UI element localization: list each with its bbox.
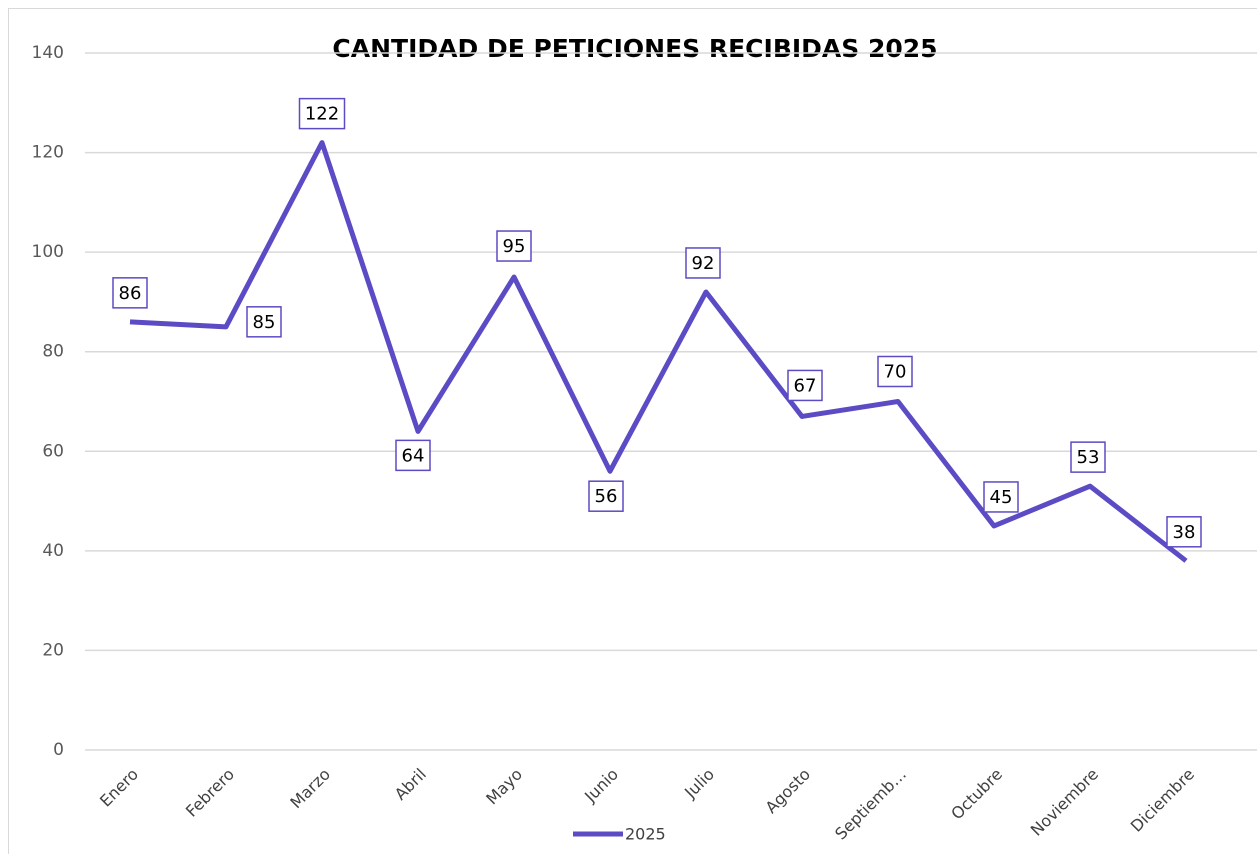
data-label: 53 bbox=[1070, 441, 1106, 473]
x-tick-label: Junio bbox=[580, 765, 622, 807]
data-label-text: 85 bbox=[253, 312, 276, 333]
data-label-box bbox=[1166, 516, 1202, 548]
y-tick-label: 80 bbox=[42, 342, 64, 362]
data-label-text: 38 bbox=[1173, 522, 1196, 543]
y-tick-label: 40 bbox=[42, 541, 64, 561]
data-label: 64 bbox=[395, 439, 431, 472]
data-label-text: 70 bbox=[884, 362, 907, 383]
data-label-box bbox=[395, 439, 431, 472]
data-label-text: 56 bbox=[595, 486, 618, 507]
legend-label: 2025 bbox=[625, 825, 666, 844]
y-tick-label: 60 bbox=[42, 441, 64, 461]
data-label-box bbox=[246, 306, 282, 338]
data-label-text: 92 bbox=[692, 253, 715, 274]
data-label-box bbox=[112, 277, 148, 309]
data-label: 86 bbox=[112, 277, 148, 309]
data-label: 45 bbox=[983, 481, 1019, 513]
chart-frame bbox=[8, 8, 1257, 854]
y-tick-label: 140 bbox=[32, 43, 64, 63]
y-tick-label: 100 bbox=[32, 242, 64, 262]
data-label: 70 bbox=[877, 355, 913, 388]
y-tick-label: 0 bbox=[53, 740, 64, 760]
data-label-box bbox=[685, 247, 721, 279]
data-label: 122 bbox=[298, 97, 346, 130]
data-label-text: 86 bbox=[119, 283, 142, 304]
x-tick-label: Diciembre bbox=[1127, 765, 1198, 836]
data-label-box bbox=[877, 355, 913, 388]
x-tick-label: Agosto bbox=[761, 765, 814, 818]
data-label-text: 122 bbox=[305, 104, 339, 125]
y-tick-label: 20 bbox=[42, 640, 64, 660]
data-label-text: 67 bbox=[794, 375, 817, 396]
x-tick-label: Octubre bbox=[947, 765, 1006, 824]
x-tick-label: Enero bbox=[96, 765, 142, 811]
data-label-text: 53 bbox=[1077, 447, 1100, 468]
data-label: 56 bbox=[588, 480, 624, 512]
data-label-box bbox=[298, 97, 346, 130]
data-label: 95 bbox=[496, 230, 532, 262]
x-tick-label: Noviembre bbox=[1027, 765, 1102, 840]
chart-title: CANTIDAD DE PETICIONES RECIBIDAS 2025 bbox=[332, 34, 937, 63]
data-label: 67 bbox=[787, 369, 823, 402]
x-tick-label: Febrero bbox=[182, 765, 238, 821]
data-label-text: 95 bbox=[503, 236, 526, 257]
x-tick-label: Abril bbox=[391, 765, 430, 804]
data-label-text: 45 bbox=[990, 487, 1013, 508]
x-tick-label: Septiemb… bbox=[831, 765, 910, 844]
data-label-box bbox=[588, 480, 624, 512]
data-label-box bbox=[983, 481, 1019, 513]
x-tick-label: Julio bbox=[680, 765, 718, 803]
data-line bbox=[129, 140, 1188, 563]
data-label: 92 bbox=[685, 247, 721, 279]
data-label: 85 bbox=[246, 306, 282, 338]
data-label-box bbox=[787, 369, 823, 402]
data-label-box bbox=[496, 230, 532, 262]
data-label-box bbox=[1070, 441, 1106, 473]
x-tick-label: Mayo bbox=[482, 765, 526, 809]
y-tick-label: 120 bbox=[32, 143, 64, 163]
data-label: 38 bbox=[1166, 516, 1202, 548]
x-tick-label: Marzo bbox=[286, 765, 334, 813]
data-label-text: 64 bbox=[402, 445, 425, 466]
